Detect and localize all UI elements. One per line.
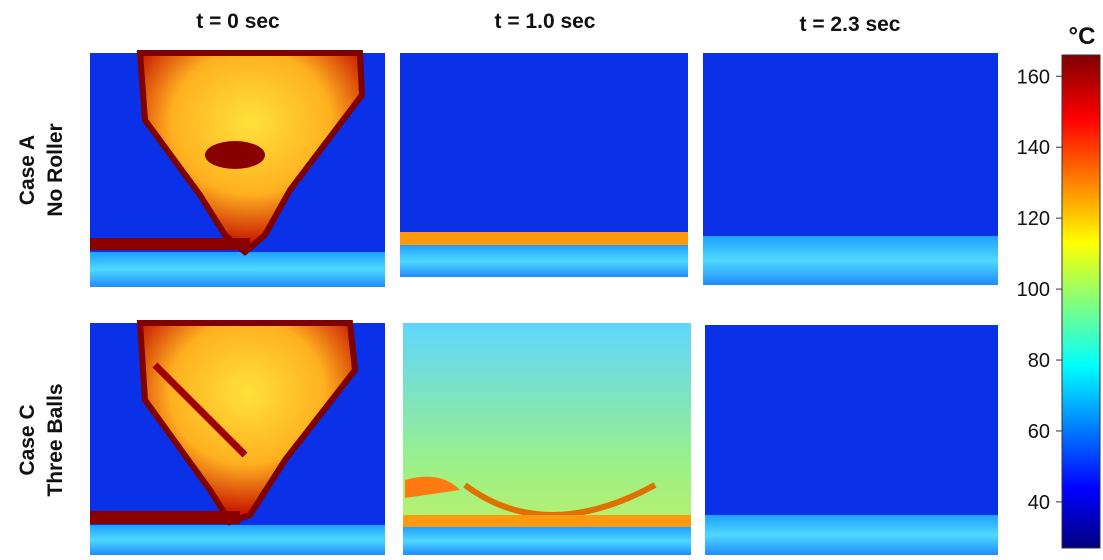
thermal-image [403,323,691,555]
row-title: Case A [16,135,39,205]
tick-label: 80 [1028,350,1050,372]
thermal-image [90,323,385,555]
tick-label: 160 [1017,66,1050,88]
figure: t = 0 sec t = 1.0 sec t = 2.3 sec Case A… [0,0,1103,555]
tick-label: 120 [1017,208,1050,230]
tick-label: 100 [1017,279,1050,301]
colorbar [1062,55,1100,548]
row-subtitle: No Roller [44,123,67,216]
thermal-image [90,53,385,287]
tick-label: 140 [1017,137,1050,159]
thermal-image [703,53,998,285]
tick-label: 60 [1028,421,1050,443]
row-subtitle: Three Balls [44,383,67,496]
column-title: t = 2.3 sec [800,13,901,36]
thermal-image [705,325,998,555]
row-title: Case C [16,404,39,475]
column-title: t = 0 sec [196,10,280,33]
column-title: t = 1.0 sec [495,10,596,33]
tick-label: 40 [1028,492,1050,514]
thermal-image [400,53,688,277]
colorbar-unit: °C [1069,23,1096,50]
